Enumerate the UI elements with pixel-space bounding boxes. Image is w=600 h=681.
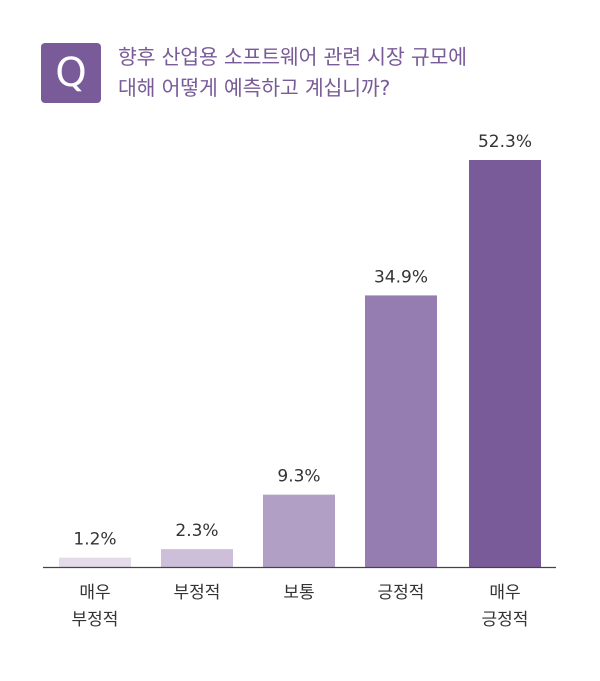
- category-label-3-line-1: 보통: [283, 583, 314, 603]
- value-label-2: 2.3%: [175, 521, 218, 541]
- question-badge: Q: [41, 43, 101, 103]
- value-label-5: 52.3%: [478, 132, 532, 152]
- category-label-1-line-2: 부정적: [72, 610, 119, 630]
- category-label-4-line-1: 긍정적: [378, 583, 425, 603]
- bar-4: [365, 295, 437, 567]
- value-label-1: 1.2%: [73, 530, 116, 550]
- category-label-1-line-1: 매우: [79, 583, 110, 603]
- category-label-5-line-1: 매우: [489, 583, 520, 603]
- question-title: 향후 산업용 소프트웨어 관련 시장 규모에 대해 어떻게 예측하고 계십니까?: [118, 42, 588, 104]
- question-title-line-1: 향후 산업용 소프트웨어 관련 시장 규모에: [118, 45, 467, 69]
- bar-2: [161, 549, 233, 567]
- category-label-5-line-2: 긍정적: [482, 610, 529, 630]
- bar-1: [59, 557, 131, 567]
- question-title-line-2: 대해 어떻게 예측하고 계십니까?: [118, 76, 391, 100]
- bar-5: [469, 160, 541, 567]
- category-label-2-line-1: 부정적: [174, 583, 221, 603]
- bar-3: [263, 494, 335, 567]
- value-label-3: 9.3%: [277, 467, 320, 487]
- value-label-4: 34.9%: [374, 267, 428, 287]
- question-badge-letter: Q: [55, 50, 87, 96]
